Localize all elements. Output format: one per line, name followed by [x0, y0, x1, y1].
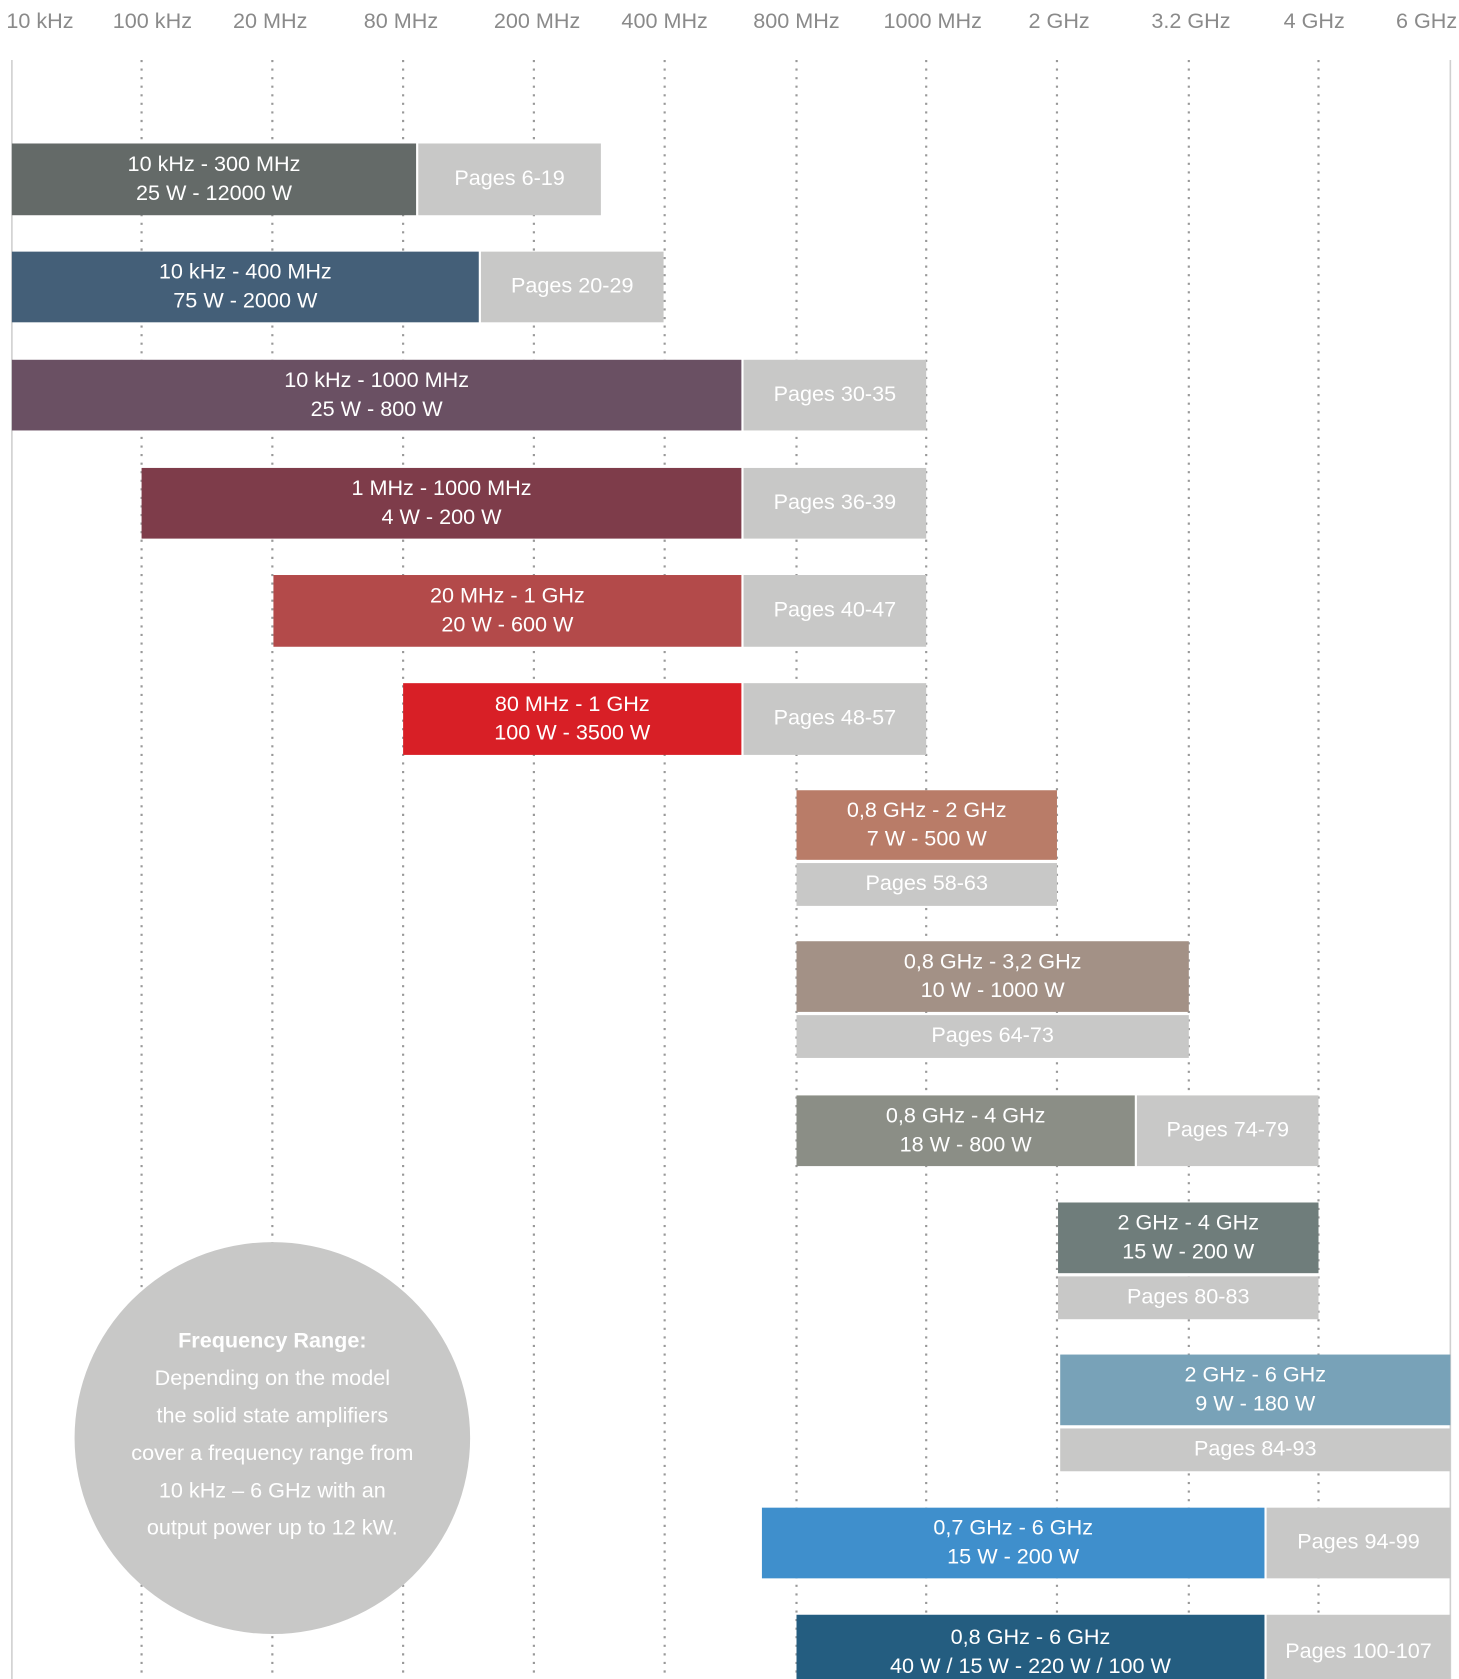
axis-label: 80 MHz — [364, 9, 438, 33]
band-power: 18 W - 800 W — [900, 1132, 1033, 1156]
axis-label: 3.2 GHz — [1151, 9, 1230, 33]
axis-label: 100 kHz — [113, 9, 192, 33]
band-frequency: 1 MHz - 1000 MHz — [351, 476, 531, 500]
axis-label: 400 MHz — [621, 9, 707, 33]
pages-box — [1136, 1095, 1319, 1167]
band-power: 20 W - 600 W — [441, 613, 574, 637]
info-line: output power up to 12 kW. — [147, 1516, 398, 1540]
pages-label: Pages 80-83 — [1127, 1285, 1250, 1309]
band-bar — [1058, 1202, 1319, 1274]
band-frequency: 0,8 GHz - 2 GHz — [847, 798, 1007, 822]
pages-label: Pages 30-35 — [774, 382, 897, 406]
axis-label: 6 GHz — [1396, 9, 1457, 33]
band-bar — [273, 575, 742, 647]
pages-label: Pages 94-99 — [1297, 1530, 1420, 1554]
band-bar — [403, 683, 742, 755]
band-power: 7 W - 500 W — [867, 827, 988, 851]
band-power: 15 W - 200 W — [947, 1545, 1080, 1569]
band-power: 4 W - 200 W — [381, 505, 502, 529]
pages-label: Pages 100-107 — [1285, 1639, 1432, 1663]
band-frequency: 0,8 GHz - 4 GHz — [886, 1104, 1046, 1128]
band-bar — [11, 143, 417, 216]
info-line: the solid state amplifiers — [156, 1403, 388, 1427]
band-frequency: 2 GHz - 4 GHz — [1117, 1211, 1259, 1235]
axis-label: 4 GHz — [1284, 9, 1345, 33]
band-power: 10 W - 1000 W — [921, 978, 1066, 1002]
band-frequency: 20 MHz - 1 GHz — [430, 584, 585, 608]
band-bar — [11, 251, 479, 323]
band-bar — [796, 1614, 1265, 1679]
band-bar — [796, 790, 1057, 860]
pages-box — [1058, 1276, 1319, 1320]
info-line: cover a frequency range from — [131, 1441, 413, 1465]
pages-box — [480, 251, 664, 323]
pages-label: Pages 6-19 — [454, 166, 564, 190]
pages-label: Pages 74-79 — [1166, 1118, 1289, 1142]
band-power: 100 W - 3500 W — [494, 721, 651, 745]
pages-box — [796, 1015, 1189, 1058]
band-power: 75 W - 2000 W — [173, 289, 318, 313]
band-power: 25 W - 12000 W — [136, 181, 293, 205]
band-power: 15 W - 200 W — [1122, 1240, 1255, 1264]
pages-label: Pages 84-93 — [1194, 1437, 1317, 1461]
pages-label: Pages 64-73 — [931, 1023, 1054, 1047]
info-circle — [74, 1242, 471, 1635]
axis-label: 20 MHz — [233, 9, 307, 33]
band-frequency: 80 MHz - 1 GHz — [495, 692, 650, 716]
band-frequency: 0,8 GHz - 6 GHz — [951, 1625, 1111, 1649]
band-bar — [761, 1507, 1265, 1579]
band-frequency: 10 kHz - 400 MHz — [159, 260, 332, 284]
info-line: Depending on the model — [155, 1366, 390, 1390]
pages-box — [1060, 1428, 1451, 1472]
pages-label: Pages 20-29 — [511, 274, 634, 298]
band-power: 9 W - 180 W — [1195, 1392, 1316, 1416]
pages-box — [743, 683, 927, 755]
pages-label: Pages 40-47 — [774, 598, 897, 622]
band-bar — [1060, 1354, 1451, 1426]
band-bar — [796, 1095, 1135, 1167]
pages-label: Pages 36-39 — [774, 490, 897, 514]
axis-label: 800 MHz — [753, 9, 839, 33]
band-frequency: 0,7 GHz - 6 GHz — [933, 1516, 1093, 1540]
axis-label: 10 kHz — [6, 9, 73, 33]
axis-label: 2 GHz — [1029, 9, 1090, 33]
pages-box — [1266, 1614, 1451, 1679]
band-bar — [141, 467, 742, 539]
axis-label: 200 MHz — [494, 9, 580, 33]
axis-label: 1000 MHz — [883, 9, 981, 33]
pages-box — [743, 467, 927, 539]
pages-label: Pages 48-57 — [774, 706, 897, 730]
pages-box — [796, 863, 1057, 906]
band-frequency: 10 kHz - 300 MHz — [128, 152, 301, 176]
pages-box — [743, 359, 927, 431]
pages-box — [418, 143, 601, 216]
pages-box — [743, 575, 927, 647]
band-frequency: 10 kHz - 1000 MHz — [284, 368, 469, 392]
band-frequency: 0,8 GHz - 3,2 GHz — [904, 949, 1082, 973]
band-frequency: 2 GHz - 6 GHz — [1184, 1363, 1326, 1387]
pages-label: Pages 58-63 — [865, 871, 988, 895]
pages-box — [1266, 1507, 1451, 1579]
info-title: Frequency Range: — [178, 1328, 366, 1352]
band-power: 40 W / 15 W - 220 W / 100 W — [890, 1654, 1172, 1678]
band-power: 25 W - 800 W — [311, 397, 444, 421]
info-line: 10 kHz – 6 GHz with an — [159, 1478, 386, 1502]
band-bar — [11, 359, 742, 431]
band-bar — [796, 941, 1189, 1012]
